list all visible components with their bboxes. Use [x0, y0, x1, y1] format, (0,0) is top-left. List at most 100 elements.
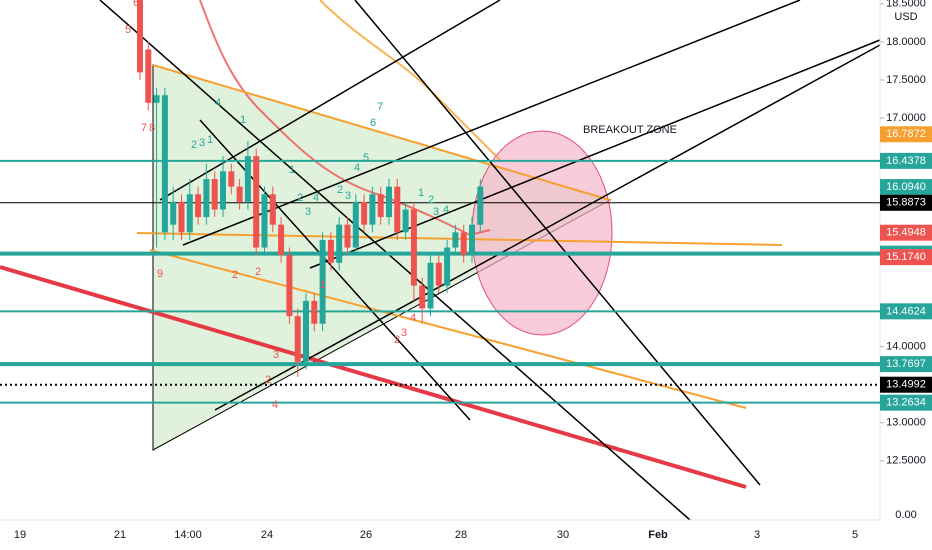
count-label: 9 [157, 268, 163, 280]
trend-line [149, 249, 747, 409]
candle-body [294, 316, 301, 362]
candle-body [386, 186, 392, 218]
count-label: 4 [272, 399, 278, 411]
price-badge-label: 13.4992 [886, 379, 926, 391]
candle-body [153, 95, 160, 103]
x-tick-label: 3 [754, 529, 760, 541]
candle-body [319, 239, 326, 324]
count-label: 2 [255, 266, 261, 278]
y-tick-label: 18.0000 [886, 36, 926, 48]
candle-body [444, 247, 451, 286]
count-label: 3 [433, 206, 439, 218]
count-label: 3 [273, 349, 279, 361]
trend-line [136, 232, 783, 246]
price-badge [880, 376, 932, 393]
candle-body [286, 255, 293, 317]
candle-body [236, 186, 243, 202]
channel-line [182, 0, 801, 246]
candle-body [469, 224, 475, 256]
candle-body [261, 194, 268, 248]
count-label: 4 [313, 192, 319, 204]
y-tick-label: 17.5000 [886, 74, 926, 86]
x-tick-label: 21 [114, 529, 126, 541]
candle-body [195, 194, 202, 218]
count-label: 2 [428, 194, 434, 206]
count-label: 5 [363, 152, 369, 164]
count-label: 1 [418, 187, 424, 199]
candle-body [336, 224, 343, 263]
trend-line [0, 265, 747, 489]
x-tick-label: 14:00 [174, 529, 202, 541]
price-badge-label: 16.0940 [886, 181, 926, 193]
price-badge-label: 16.4378 [886, 155, 926, 167]
candle-body [361, 201, 368, 225]
candle-body [460, 232, 467, 256]
candle-body [427, 262, 434, 309]
price-badge-label: 14.4624 [886, 305, 926, 317]
x-tick-label: 19 [14, 529, 26, 541]
count-label: 2 [337, 184, 343, 196]
drawings [0, 0, 881, 521]
x-tick-label: 28 [455, 529, 467, 541]
y-tick-label: 12.5000 [886, 455, 926, 467]
candle-body [369, 194, 376, 225]
count-label: 1 [207, 134, 213, 146]
candle-body [344, 224, 351, 248]
trend-line [152, 64, 611, 201]
candle-body [452, 232, 459, 248]
currency-label: USD [894, 11, 917, 23]
channel-line [159, 0, 501, 201]
count-label: 7 [377, 101, 383, 113]
price-badge [880, 152, 932, 169]
candle-body [137, 0, 143, 73]
count-label: 3 [305, 206, 311, 218]
candle-body [419, 285, 426, 309]
count-label: 8 [149, 122, 155, 134]
price-badge-label: 15.4948 [886, 227, 926, 239]
candle-body [477, 186, 484, 225]
price-badge [880, 249, 932, 266]
candle-body [145, 49, 152, 103]
x-tick-label: Feb [648, 529, 668, 541]
candle-body [186, 194, 193, 233]
candle-body [327, 239, 334, 263]
count-label: 1 [320, 279, 326, 291]
price-badge-label: 15.1740 [886, 251, 926, 263]
y-tick-label: 0.00 [895, 509, 916, 521]
candle-body [170, 201, 177, 225]
candle-body [435, 262, 442, 286]
price-badge [880, 356, 932, 373]
price-badge-label: 13.7697 [886, 358, 926, 370]
candle-body [278, 224, 285, 256]
count-label: 7 [141, 122, 147, 134]
candle-body [178, 201, 185, 233]
candles [137, 0, 484, 378]
count-label: 2 [297, 192, 303, 204]
count-label: 4 [354, 162, 360, 174]
candle-body [161, 95, 168, 233]
y-tick-label: 18.5000 [886, 0, 926, 10]
channel-line [354, 0, 761, 486]
count-label: 4 [215, 97, 221, 109]
x-tick-label: 24 [261, 529, 273, 541]
count-label: 2 [394, 334, 400, 346]
count-label: 4 [410, 312, 416, 324]
price-badge-label: 16.7872 [886, 128, 926, 140]
price-badge [880, 224, 932, 241]
price-badge [880, 126, 932, 143]
candle-body [311, 300, 318, 324]
candle-body [394, 186, 401, 233]
price-badge [880, 394, 932, 411]
y-tick-label: 17.0000 [886, 112, 926, 124]
annotation: BREAKOUT ZONE [583, 124, 677, 136]
price-badge-label: 15.8873 [886, 197, 926, 209]
x-tick-label: 5 [852, 529, 858, 541]
channel-line [99, 0, 691, 521]
count-label: 1 [289, 164, 295, 176]
count-label: 6 [370, 117, 376, 129]
candle-body [203, 178, 210, 218]
y-tick-label: 14.0000 [886, 340, 926, 352]
candle-body [303, 300, 309, 362]
candle-body [220, 171, 226, 210]
